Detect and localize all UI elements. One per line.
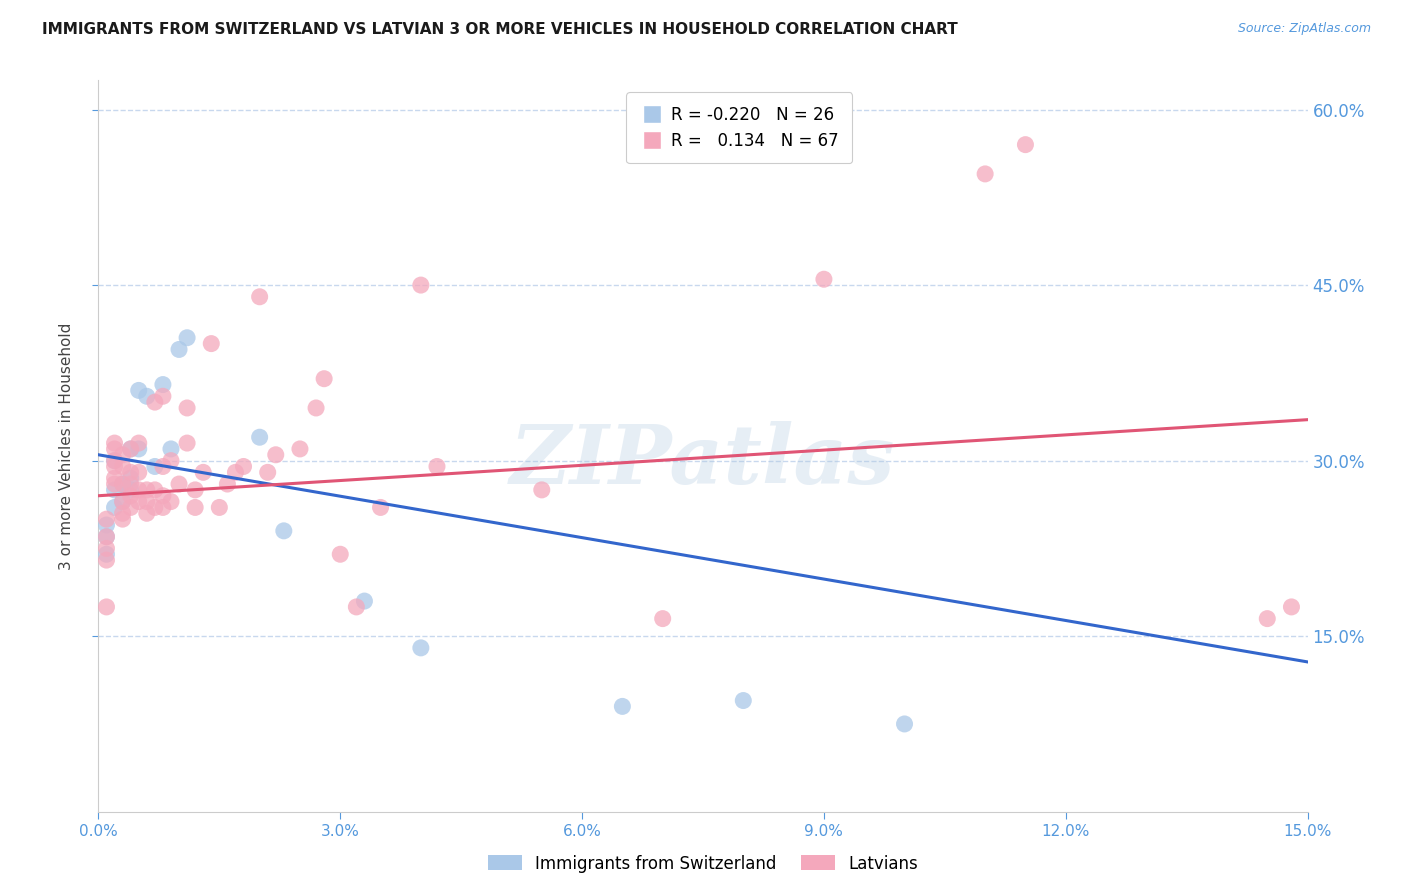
Point (152, 389, 174, 403)
Point (409, 640, 432, 655)
Point (111, 506, 134, 520)
Point (256, 466, 278, 480)
Text: Source: ZipAtlas.com: Source: ZipAtlas.com (1237, 22, 1371, 36)
Text: IMMIGRANTS FROM SWITZERLAND VS LATVIAN 3 OR MORE VEHICLES IN HOUSEHOLD CORRELATI: IMMIGRANTS FROM SWITZERLAND VS LATVIAN 3… (42, 22, 957, 37)
Point (232, 459, 254, 474)
Point (120, 477, 142, 491)
Point (103, 500, 125, 515)
Point (288, 442, 311, 456)
Point (733, 693, 755, 707)
Point (167, 343, 190, 357)
Point (329, 547, 352, 561)
Point (111, 477, 134, 491)
Point (1014, 137, 1036, 152)
Point (128, 494, 150, 508)
Point (135, 483, 157, 497)
Point (103, 483, 125, 497)
Point (120, 442, 142, 456)
Point (143, 500, 166, 515)
Point (143, 395, 166, 409)
Point (96, 512, 118, 526)
Point (96, 530, 118, 544)
Point (111, 512, 134, 526)
Point (353, 594, 375, 608)
Point (314, 372, 336, 386)
Point (120, 483, 142, 497)
Point (143, 483, 166, 497)
Point (143, 459, 166, 474)
Point (176, 401, 198, 415)
Point (96, 599, 118, 614)
Point (103, 477, 125, 491)
Point (103, 453, 125, 467)
Legend: R = -0.220   N = 26, R =   0.134   N = 67: R = -0.220 N = 26, R = 0.134 N = 67 (626, 92, 852, 163)
Point (217, 477, 239, 491)
Point (120, 442, 142, 456)
Point (305, 401, 328, 415)
Point (530, 483, 553, 497)
Point (893, 717, 915, 731)
Point (128, 466, 150, 480)
Point (184, 483, 207, 497)
Point (128, 384, 150, 398)
Point (128, 436, 150, 450)
Point (128, 483, 150, 497)
Point (120, 466, 142, 480)
Point (264, 448, 287, 462)
Point (193, 466, 215, 480)
Point (612, 699, 634, 714)
Point (111, 494, 134, 508)
Point (111, 477, 134, 491)
Point (152, 459, 174, 474)
Point (111, 448, 134, 462)
Point (103, 442, 125, 456)
Point (96, 541, 118, 556)
Point (200, 336, 222, 351)
Point (103, 436, 125, 450)
Point (135, 506, 157, 520)
Point (152, 377, 174, 392)
Point (344, 599, 367, 614)
Point (96, 530, 118, 544)
Point (128, 442, 150, 456)
Point (103, 453, 125, 467)
Point (120, 471, 142, 485)
Point (273, 524, 295, 538)
Point (160, 442, 183, 456)
Point (152, 489, 174, 503)
Point (103, 471, 125, 485)
Point (111, 494, 134, 508)
Point (370, 500, 392, 515)
Point (160, 494, 183, 508)
Text: ZIPatlas: ZIPatlas (510, 421, 896, 500)
Point (120, 489, 142, 503)
Y-axis label: 3 or more Vehicles in Household: 3 or more Vehicles in Household (59, 322, 75, 570)
Point (813, 272, 835, 286)
Point (111, 459, 134, 474)
Point (120, 500, 142, 515)
Point (974, 167, 997, 181)
Point (1256, 612, 1278, 626)
Point (96, 547, 118, 561)
Point (152, 500, 174, 515)
Point (135, 494, 157, 508)
Legend: Immigrants from Switzerland, Latvians: Immigrants from Switzerland, Latvians (482, 848, 924, 880)
Point (224, 466, 246, 480)
Point (96, 553, 118, 567)
Point (409, 278, 432, 293)
Point (135, 389, 157, 403)
Point (103, 459, 125, 474)
Point (176, 331, 198, 345)
Point (249, 290, 271, 304)
Point (249, 430, 271, 444)
Point (160, 453, 183, 467)
Point (96, 518, 118, 533)
Point (1281, 599, 1303, 614)
Point (651, 612, 673, 626)
Point (426, 459, 449, 474)
Point (167, 477, 190, 491)
Point (208, 500, 231, 515)
Point (176, 436, 198, 450)
Point (184, 500, 207, 515)
